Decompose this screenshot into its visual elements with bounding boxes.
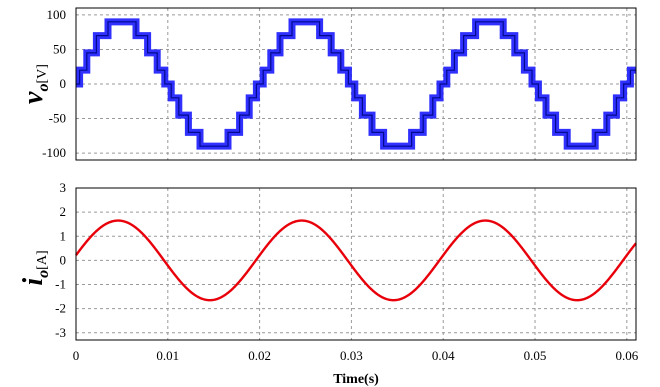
voltage-y-axis-label: vo[V] <box>18 64 52 104</box>
current-waveform-line <box>75 219 637 302</box>
voltage-series <box>76 18 636 150</box>
current-y-axis-label: io[A] <box>18 250 52 285</box>
x-tick-label: 0.01 <box>156 348 179 363</box>
current-label-subscript: o <box>35 270 52 278</box>
current-label-symbol: i <box>18 278 49 286</box>
voltage-label-unit: [V] <box>35 64 50 83</box>
current-label-unit: [A] <box>35 250 50 269</box>
current-grid <box>76 187 636 340</box>
current-y-tick-label: -3 <box>55 325 66 340</box>
voltage-y-tick-label: -100 <box>42 145 66 160</box>
current-y-tick-label: 1 <box>60 228 67 243</box>
voltage-grid <box>76 8 636 160</box>
x-tick-label: 0.05 <box>524 348 547 363</box>
x-tick-label: 0 <box>73 348 80 363</box>
voltage-y-ticks: 100 50 0 -50 -100 <box>42 7 66 160</box>
current-y-ticks: 3 2 1 0 -1 -2 -3 <box>55 180 66 340</box>
x-tick-label: 0.06 <box>615 348 638 363</box>
voltage-waveform-core <box>76 21 636 147</box>
current-y-tick-label: 0 <box>60 252 67 267</box>
current-y-tick-label: -2 <box>55 301 66 316</box>
voltage-plot-frame <box>75 7 637 161</box>
x-tick-labels: 0 0.01 0.02 0.03 0.04 0.05 0.06 <box>73 348 639 363</box>
current-y-tick-label: 2 <box>60 204 67 219</box>
x-axis-label: Time(s) <box>333 372 379 387</box>
voltage-panel: 100 50 0 -50 -100 vo[V] <box>18 7 637 161</box>
x-tick-label: 0.03 <box>340 348 363 363</box>
current-panel: 3 2 1 0 -1 -2 -3 io[A] <box>18 180 637 341</box>
voltage-label-symbol: v <box>18 91 49 104</box>
current-plot-frame <box>75 187 637 341</box>
x-tick-label: 0.04 <box>432 348 455 363</box>
x-tick-label: 0.02 <box>248 348 271 363</box>
current-y-tick-label: -1 <box>55 277 66 292</box>
current-y-tick-label: 3 <box>60 180 67 195</box>
voltage-y-tick-label: -50 <box>49 111 66 126</box>
voltage-y-tick-label: 100 <box>47 7 67 22</box>
voltage-label-subscript: o <box>35 84 52 92</box>
voltage-y-tick-label: 50 <box>53 41 66 56</box>
current-series <box>75 219 637 302</box>
voltage-y-tick-label: 0 <box>60 76 67 91</box>
